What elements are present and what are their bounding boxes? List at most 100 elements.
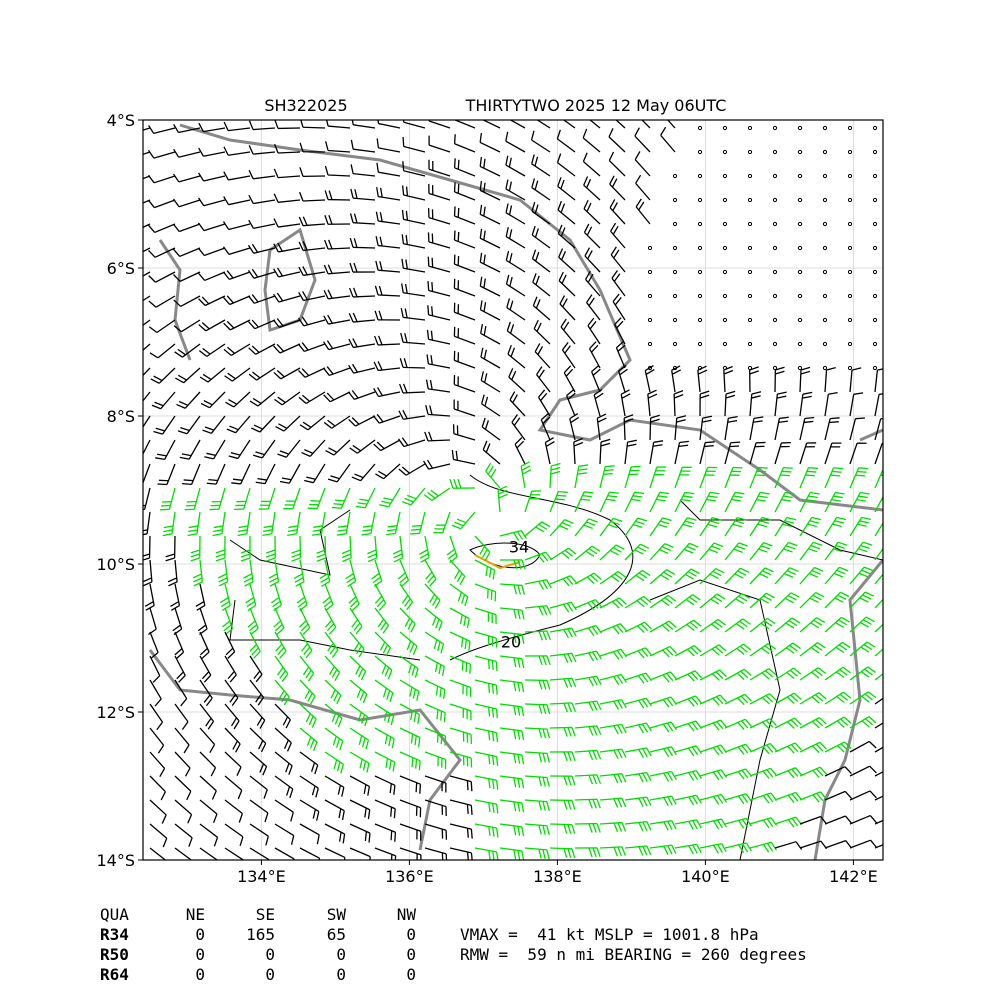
wind-barb xyxy=(299,607,311,635)
wind-barb xyxy=(674,415,687,441)
wind-barb xyxy=(162,511,176,537)
x-tick-label: 136°E xyxy=(385,867,434,886)
wind-barb xyxy=(609,175,626,201)
wind-barb xyxy=(452,424,476,441)
wind-barb xyxy=(224,751,242,776)
calm-marker xyxy=(722,125,728,131)
wind-barb xyxy=(427,208,451,225)
wind-barb xyxy=(499,529,527,541)
wind-barb xyxy=(474,775,499,790)
wind-barb xyxy=(724,668,752,681)
wind-barb xyxy=(563,365,576,393)
wind-barb xyxy=(426,354,451,369)
y-tick-label: 4°S xyxy=(107,111,135,130)
wind-barb xyxy=(372,413,401,424)
wind-barb xyxy=(401,258,426,273)
wind-barb xyxy=(225,391,251,408)
wind-barb xyxy=(453,375,476,393)
wind-barb xyxy=(349,799,371,820)
wind-barb xyxy=(291,535,302,562)
wind-barb xyxy=(428,159,451,177)
wind-barb xyxy=(223,121,251,132)
wind-barb xyxy=(423,459,451,470)
calm-marker xyxy=(772,221,778,227)
calm-marker xyxy=(822,125,828,131)
calm-marker xyxy=(797,245,803,251)
wind-barb xyxy=(480,324,501,345)
wind-barb xyxy=(401,487,426,506)
wind-barb xyxy=(474,799,499,814)
wind-barb xyxy=(824,491,845,513)
wind-barb xyxy=(349,262,376,273)
calm-marker xyxy=(797,317,803,323)
calm-marker xyxy=(722,245,728,251)
wind-barb xyxy=(874,573,883,585)
calm-marker xyxy=(747,293,753,299)
wind-barb xyxy=(557,177,576,201)
wind-barb xyxy=(449,607,470,629)
wind-barb xyxy=(299,631,313,659)
wind-barb xyxy=(479,204,501,225)
wind-barb xyxy=(184,487,201,511)
calm-marker xyxy=(797,221,803,227)
wind-barb xyxy=(298,266,326,277)
wind-barb xyxy=(620,389,631,417)
wind-barb xyxy=(599,517,623,537)
wind-barb xyxy=(699,441,715,465)
wind-barb xyxy=(274,847,295,860)
wind-barb xyxy=(147,149,176,159)
wind-barb xyxy=(724,643,752,657)
wind-barb xyxy=(149,775,166,801)
calm-marker xyxy=(847,197,853,203)
wind-barb xyxy=(248,145,276,155)
x-tick-label: 138°E xyxy=(533,867,582,886)
wind-barb xyxy=(849,417,865,441)
coast xyxy=(179,123,883,512)
wind-barb xyxy=(624,465,641,489)
y-tick-label: 14°S xyxy=(96,851,135,870)
wind-barb xyxy=(549,847,576,859)
table-header: NE xyxy=(186,905,205,924)
wind-barb xyxy=(724,743,753,755)
wind-barb xyxy=(599,491,619,513)
wind-barb xyxy=(297,342,326,353)
wind-barb xyxy=(824,367,836,393)
wind-barb xyxy=(507,344,526,369)
calm-marker xyxy=(697,149,703,155)
wind-barb xyxy=(453,230,476,249)
wind-barb xyxy=(153,415,176,435)
wind-barb xyxy=(402,136,426,153)
wind-barb xyxy=(824,417,840,441)
wind-barb xyxy=(215,535,226,562)
calm-marker xyxy=(772,173,778,179)
wind-barb xyxy=(174,631,185,660)
contour-label: 34 xyxy=(509,538,529,557)
wind-barb xyxy=(453,182,476,201)
wind-barb xyxy=(699,593,726,609)
wind-barb xyxy=(376,187,401,201)
wind-barb xyxy=(248,194,276,205)
wind-barb xyxy=(397,559,410,588)
wind-barb xyxy=(699,390,710,417)
wind-barb xyxy=(536,120,551,129)
wind-barb xyxy=(287,511,301,536)
wind-barb xyxy=(374,607,389,634)
wind-barb xyxy=(699,769,728,781)
wind-barb xyxy=(699,491,720,513)
wind-barb xyxy=(774,767,803,779)
wind-barb xyxy=(323,391,351,403)
wind-barb xyxy=(724,466,743,489)
wind-barb xyxy=(724,516,747,537)
wind-barb xyxy=(799,741,827,754)
wind-barb xyxy=(505,131,526,153)
wind-barb xyxy=(324,679,342,705)
wind-barb xyxy=(272,292,301,303)
calm-marker xyxy=(747,149,753,155)
wind-barb xyxy=(355,487,376,509)
wind-barb xyxy=(298,241,326,252)
wind-barb xyxy=(148,607,157,636)
wind-barb xyxy=(674,517,697,537)
wind-barb xyxy=(198,122,226,133)
wind-barb xyxy=(615,340,626,369)
wind-barb xyxy=(298,367,326,378)
